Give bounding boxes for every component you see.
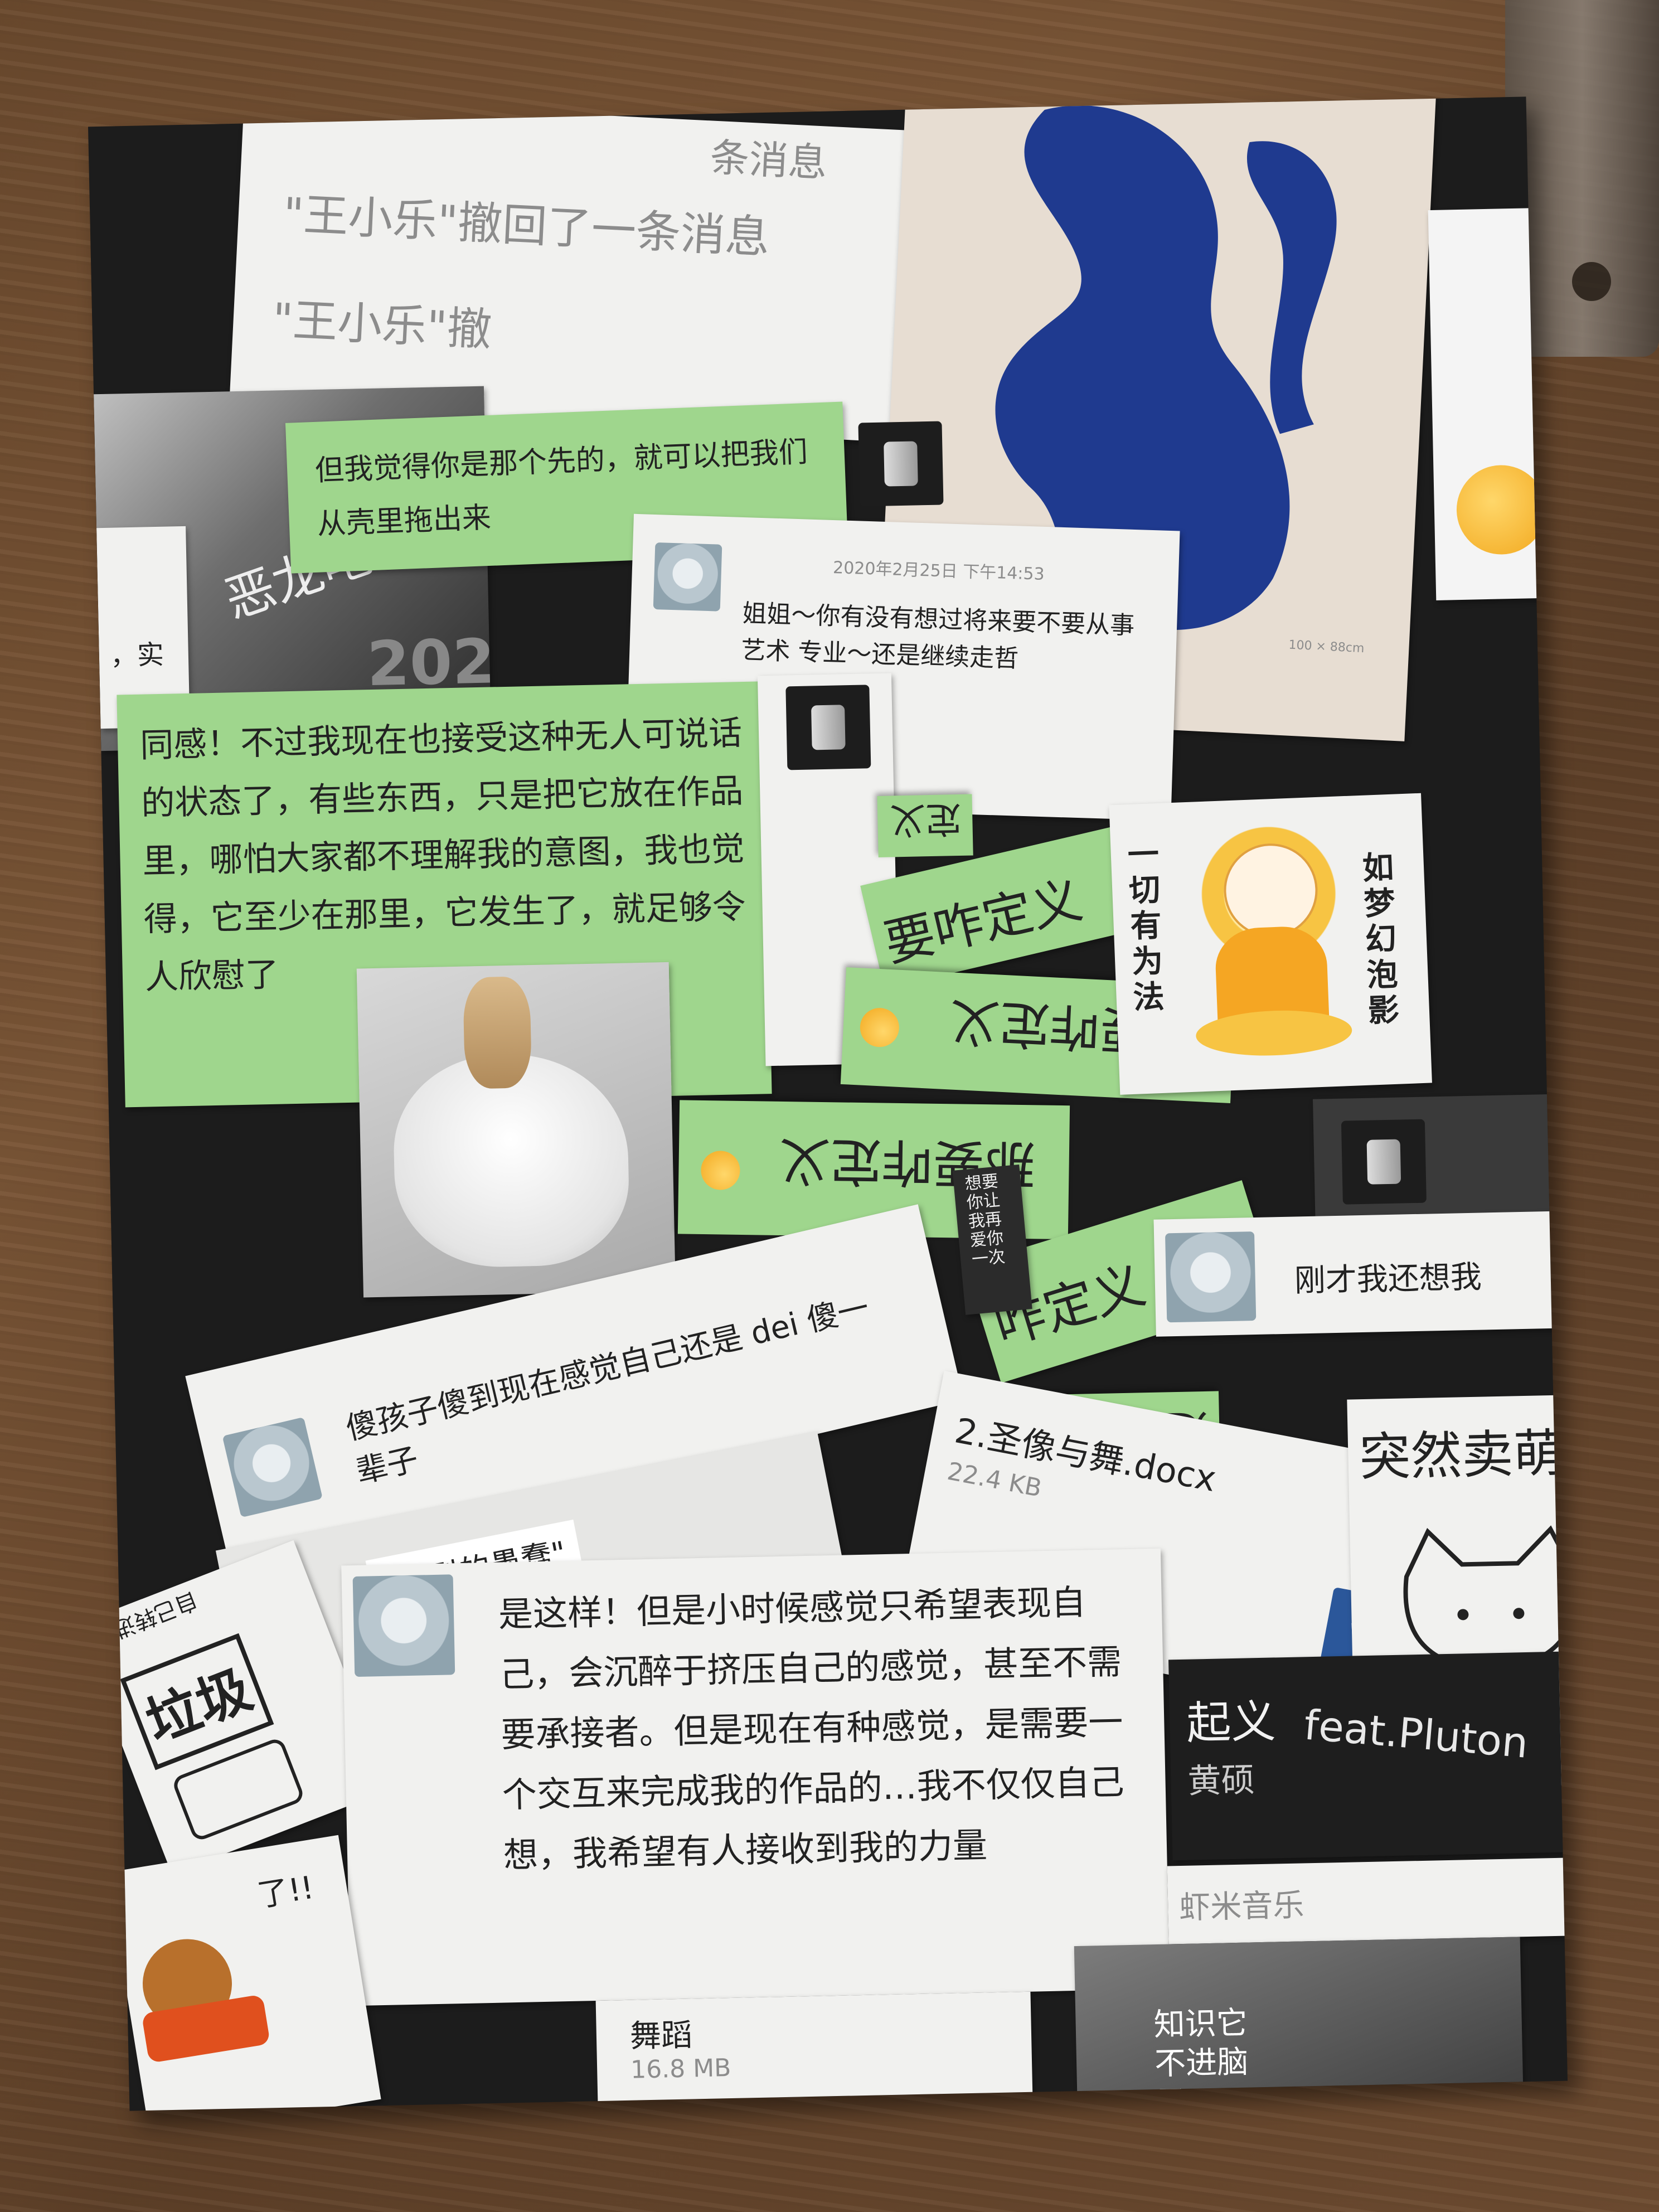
song-artist: 黄硕 (1187, 1760, 1255, 1801)
music-app-label: 虾米音乐 (1167, 1857, 1568, 1944)
buddha-left-text: 一切有为法 (1127, 836, 1165, 1016)
define-text-1: 定义 (889, 797, 962, 841)
user-avatar-black-2 (785, 685, 871, 770)
edge-text: ，实 (110, 639, 164, 672)
chat-card-8: 是这样！但是小时候感觉只希望表现自己，会沉醉于挤压自己的感觉，甚至不需要承接者。… (341, 1548, 1170, 2006)
laugh-emoji (859, 1007, 900, 1048)
chat-text-4: 刚才我还想我 (1294, 1259, 1482, 1299)
vertical-note-text: 想要你让我再爱你一次 (964, 1171, 1006, 1270)
friend-avatar-5 (352, 1574, 455, 1677)
define-text-2: 要咋定义 (879, 870, 1088, 974)
metal-bracket (1505, 0, 1659, 357)
side-text: 自己转进 (109, 1587, 201, 1643)
define-sticker-1: 定义 (877, 794, 973, 858)
song-feature: feat.Pluton (1302, 1701, 1530, 1768)
recalled-top-text: 条消息 (709, 134, 828, 186)
friend-avatar (653, 542, 722, 612)
vertical-note-sticker: 想要你让我再爱你一次 (952, 1164, 1032, 1315)
chat-text-2: 姐姐～你有没有想过将来要不要从事艺术 专业～还是继续走哲 (740, 599, 1135, 673)
exclaim-text: 了!! (255, 1869, 317, 1914)
buddha-right-text: 如梦幻泡影 (1361, 849, 1400, 1030)
friend-avatar-3 (222, 1417, 323, 1518)
laugh-emoji-2 (700, 1150, 740, 1190)
music-share-card[interactable]: 起义 feat.Pluton 黄硕 (1168, 1651, 1568, 1861)
bracket-hole (1572, 262, 1611, 301)
song-title: 起义 (1186, 1695, 1277, 1749)
samoyed-photo (356, 962, 676, 1298)
file2-size: 16.8 MB (630, 2054, 731, 2084)
user-avatar-black-3 (1341, 1119, 1427, 1205)
file-card-2[interactable]: 舞蹈 16.8 MB (595, 1991, 1034, 2111)
recalled-text-1: "王小乐"撤回了一条消息 (282, 188, 771, 264)
big-emoji-face (1456, 464, 1547, 556)
user-avatar-black (858, 421, 944, 507)
chat-card-4: 刚才我还想我 (1153, 1211, 1558, 1337)
buddha-sticker: 一切有为法 如梦幻泡影 (1109, 793, 1432, 1095)
timestamp: 2020年2月25日 下午14:53 (832, 558, 1045, 584)
chat-text-3: 同感！不过我现在也接受这种无人可说话的状态了，有些东西，只是把它放在作品里，哪怕… (139, 714, 746, 997)
monkey-sticker: 了!! (107, 1835, 381, 2111)
recalled-text-2: "王小乐"撤 (271, 293, 493, 356)
person-hair (463, 976, 532, 1089)
collage-notebook: 条消息 "王小乐"撤回了一条消息 "王小乐"撤 100 × 88cm 恶龙咆哮 … (88, 96, 1568, 2111)
file2-name: 舞蹈 (629, 2017, 693, 2055)
friend-avatar-2 (1165, 1231, 1257, 1323)
cat-sticker-text: 突然卖萌 (1359, 1423, 1565, 1488)
music-app-name: 虾米音乐 (1178, 1887, 1304, 1927)
chat-text-8: 是这样！但是小时候感觉只希望表现自己，会沉醉于挤压自己的感觉，甚至不需要承接者。… (498, 1582, 1125, 1876)
